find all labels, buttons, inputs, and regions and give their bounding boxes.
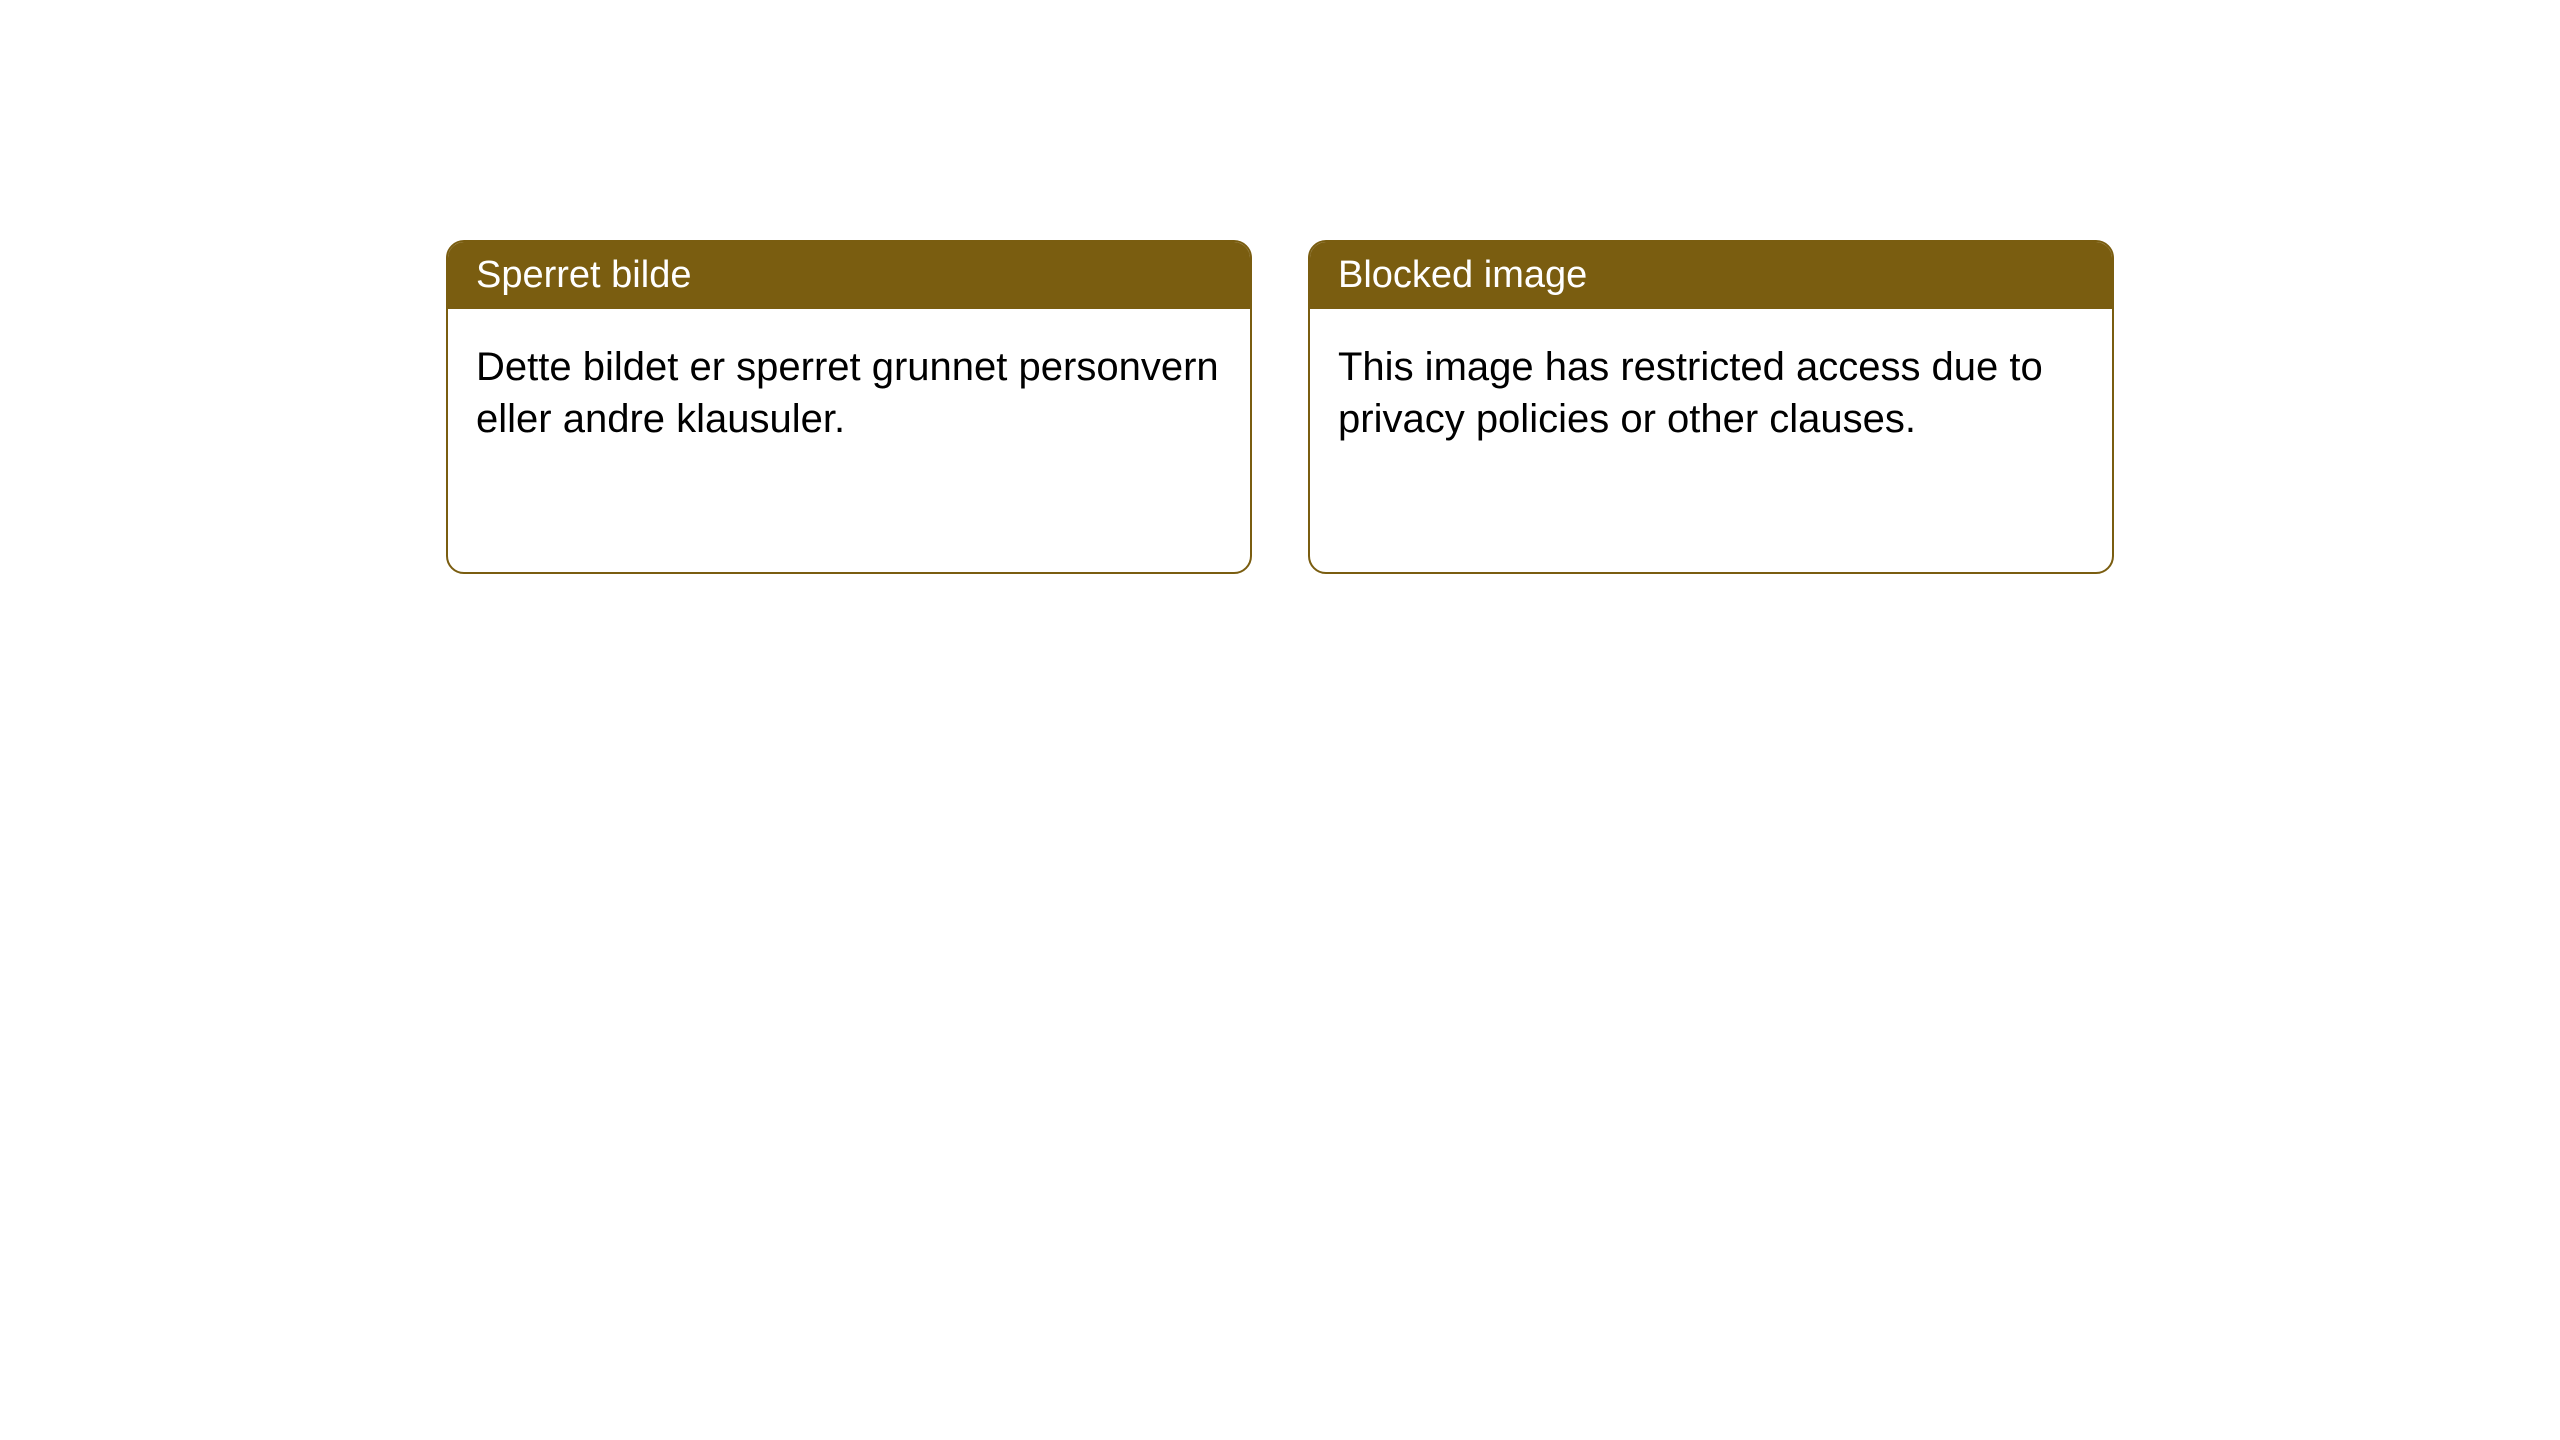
notice-card-body: Dette bildet er sperret grunnet personve…: [448, 309, 1250, 477]
notice-card-text: This image has restricted access due to …: [1338, 345, 2043, 441]
notice-card-header: Blocked image: [1310, 242, 2112, 309]
notice-card-title: Blocked image: [1338, 254, 1587, 296]
notice-card-norwegian: Sperret bilde Dette bildet er sperret gr…: [446, 240, 1252, 574]
notice-card-text: Dette bildet er sperret grunnet personve…: [476, 345, 1219, 441]
notice-card-body: This image has restricted access due to …: [1310, 309, 2112, 477]
notice-card-header: Sperret bilde: [448, 242, 1250, 309]
notice-card-title: Sperret bilde: [476, 254, 691, 296]
notice-card-english: Blocked image This image has restricted …: [1308, 240, 2114, 574]
notice-cards-container: Sperret bilde Dette bildet er sperret gr…: [446, 240, 2114, 574]
